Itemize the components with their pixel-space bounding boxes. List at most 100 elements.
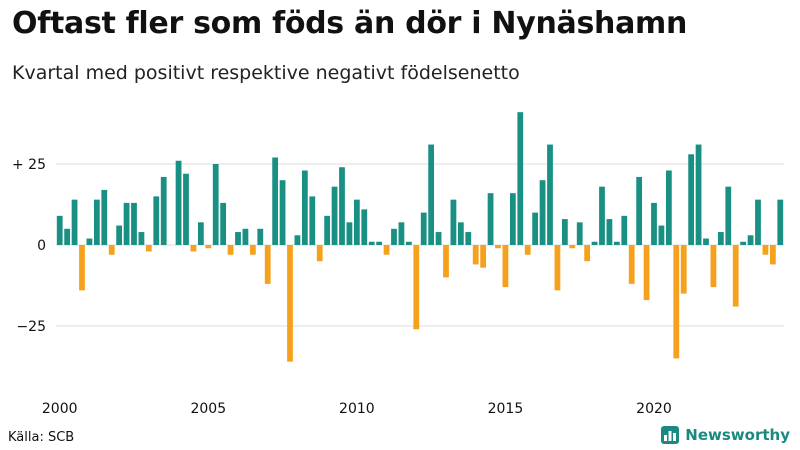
- bar-positive: [86, 238, 93, 245]
- brand-logo: Newsworthy: [661, 426, 790, 444]
- bar-series: [56, 112, 784, 362]
- bar-negative: [205, 245, 212, 249]
- bar-positive: [517, 112, 524, 245]
- bar-positive: [160, 176, 167, 245]
- bar-positive: [599, 186, 605, 245]
- bar-positive: [606, 219, 613, 245]
- bar-positive: [591, 241, 598, 245]
- bar-positive: [621, 215, 628, 245]
- x-tick-label: 2005: [190, 401, 226, 417]
- y-tick-label: + 25: [12, 157, 46, 173]
- bar-positive: [457, 222, 464, 245]
- bar-positive: [368, 241, 375, 245]
- bar-positive: [465, 232, 472, 245]
- chart-subtitle: Kvartal med positivt respektive negativt…: [12, 62, 520, 84]
- bar-positive: [294, 235, 301, 245]
- bar-positive: [658, 225, 665, 245]
- bar-positive: [532, 212, 539, 245]
- bar-negative: [413, 245, 420, 330]
- bar-chart-logo-icon: [661, 426, 680, 444]
- bar-positive: [651, 202, 657, 245]
- bar-negative: [762, 245, 769, 255]
- bar-positive: [717, 232, 724, 245]
- bar-positive: [339, 167, 345, 245]
- bar-positive: [576, 222, 583, 245]
- bar-positive: [695, 144, 702, 245]
- bar-negative: [524, 245, 531, 255]
- bar-positive: [398, 222, 405, 245]
- x-axis-ticks: 2000 2005 2010 2015 2020: [42, 401, 672, 417]
- bar-positive: [561, 219, 568, 245]
- bar-negative: [584, 245, 591, 262]
- bar-negative: [264, 245, 271, 284]
- bar-positive: [197, 222, 204, 245]
- bar-negative: [628, 245, 635, 284]
- bar-positive: [212, 164, 219, 245]
- bar-positive: [547, 144, 553, 245]
- bar-positive: [279, 180, 286, 245]
- bar-negative: [190, 245, 197, 252]
- bar-positive: [235, 232, 241, 245]
- bar-positive: [487, 193, 494, 245]
- bar-negative: [108, 245, 115, 255]
- bar-positive: [755, 199, 761, 245]
- bar-positive: [391, 228, 397, 245]
- bar-negative: [249, 245, 256, 255]
- bar-positive: [71, 199, 78, 245]
- bar-positive: [353, 199, 360, 245]
- bar-positive: [747, 235, 754, 245]
- bar-positive: [309, 196, 316, 245]
- bar-positive: [131, 202, 137, 245]
- bar-negative: [769, 245, 776, 265]
- bar-positive: [376, 241, 383, 245]
- bar-negative: [227, 245, 234, 255]
- bar-negative: [673, 245, 680, 359]
- bar-positive: [183, 173, 189, 245]
- bar-positive: [450, 199, 457, 245]
- bar-positive: [153, 196, 160, 245]
- bar-positive: [331, 186, 338, 245]
- bar-positive: [116, 225, 123, 245]
- bar-positive: [636, 176, 643, 245]
- bar-positive: [346, 222, 353, 245]
- bar-negative: [383, 245, 390, 255]
- bar-positive: [324, 215, 331, 245]
- bar-positive: [405, 241, 412, 245]
- bar-negative: [287, 245, 293, 362]
- bar-positive: [725, 186, 732, 245]
- bar-positive: [56, 215, 63, 245]
- x-tick-label: 2015: [488, 401, 524, 417]
- bar-negative: [443, 245, 449, 278]
- bar-positive: [123, 202, 130, 245]
- bar-positive: [613, 241, 620, 245]
- bar-negative: [495, 245, 501, 249]
- bar-positive: [301, 170, 308, 245]
- x-tick-label: 2020: [636, 401, 672, 417]
- bar-negative: [502, 245, 509, 288]
- bar-positive: [257, 228, 264, 245]
- bar-positive: [361, 209, 368, 245]
- brand-name: Newsworthy: [685, 426, 790, 444]
- bar-negative: [145, 245, 152, 252]
- bar-negative: [569, 245, 576, 249]
- bar-negative: [316, 245, 323, 262]
- bar-negative: [643, 245, 650, 301]
- bar-positive: [740, 241, 747, 245]
- bar-positive: [428, 144, 435, 245]
- bar-negative: [79, 245, 85, 291]
- bar-negative: [732, 245, 739, 307]
- bar-positive: [272, 157, 279, 245]
- bar-positive: [175, 160, 182, 245]
- bar-negative: [472, 245, 479, 265]
- bar-positive: [101, 189, 108, 245]
- bar-positive: [688, 154, 695, 245]
- bar-positive: [777, 199, 784, 245]
- bar-positive: [64, 228, 71, 245]
- x-tick-label: 2000: [42, 401, 78, 417]
- x-tick-label: 2010: [339, 401, 375, 417]
- bar-positive: [665, 170, 672, 245]
- bar-negative: [710, 245, 717, 288]
- y-tick-label: −25: [16, 319, 46, 335]
- bar-positive: [539, 180, 546, 245]
- bar-positive: [420, 212, 427, 245]
